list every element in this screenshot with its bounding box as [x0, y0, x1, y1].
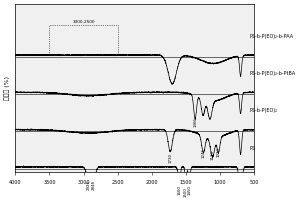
Text: 1245: 1245	[201, 148, 206, 158]
Y-axis label: 吸光度 (%): 吸光度 (%)	[4, 76, 10, 100]
Text: 1110: 1110	[211, 150, 214, 160]
Text: 1450: 1450	[188, 186, 191, 195]
Text: PS-b-P(EO)₂-b-PtBA: PS-b-P(EO)₂-b-PtBA	[250, 71, 296, 76]
Text: 1600: 1600	[177, 186, 181, 195]
Text: 1730: 1730	[168, 153, 172, 163]
Text: 1500: 1500	[184, 187, 188, 197]
Text: 1366: 1366	[193, 118, 197, 127]
Text: PS: PS	[250, 146, 256, 151]
Text: 3300-2500: 3300-2500	[72, 20, 95, 24]
Text: PS-b-P(EO)₂-b-PAA: PS-b-P(EO)₂-b-PAA	[250, 34, 294, 39]
Text: 2848: 2848	[92, 180, 96, 190]
Text: 1023: 1023	[217, 147, 220, 157]
Text: PS-b-P(EO)₂: PS-b-P(EO)₂	[250, 108, 278, 113]
Text: 2926: 2926	[87, 180, 91, 190]
